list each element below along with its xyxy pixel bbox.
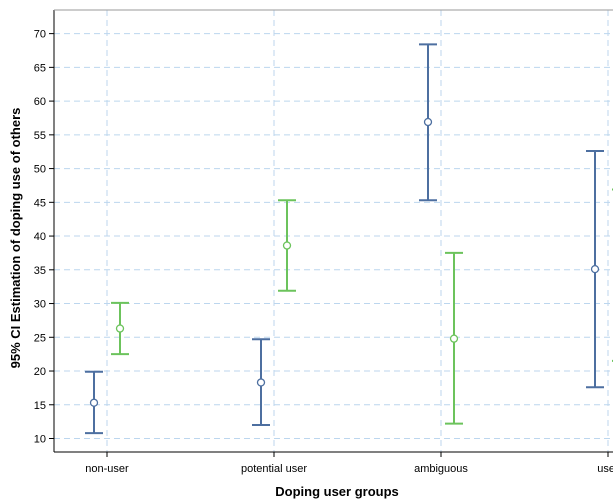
y-tick-label: 20: [34, 366, 46, 378]
y-tick-label: 65: [34, 62, 46, 74]
y-tick-label: 70: [34, 29, 46, 41]
mean-marker: [425, 119, 432, 126]
y-tick-label: 30: [34, 299, 46, 311]
x-tick-label: ambiguous: [414, 463, 468, 475]
mean-marker: [91, 399, 98, 406]
series-layer: [85, 44, 613, 433]
mean-marker: [451, 335, 458, 342]
mean-marker: [117, 325, 124, 332]
mean-marker: [258, 379, 265, 386]
y-tick-label: 45: [34, 197, 46, 209]
x-tick-label: user: [597, 463, 613, 475]
y-axis-title: 95% CI Estimation of doping use of other…: [8, 108, 23, 369]
series-group-2: [111, 189, 613, 423]
grid-layer: [54, 10, 613, 452]
y-tick-label: 50: [34, 164, 46, 176]
y-tick-label: 60: [34, 96, 46, 108]
y-tick-label: 15: [34, 400, 46, 412]
mean-marker: [592, 266, 599, 273]
x-axis-title: Doping user groups: [275, 484, 399, 499]
mean-marker: [284, 242, 291, 249]
y-tick-label: 10: [34, 434, 46, 446]
y-tick-label: 40: [34, 231, 46, 243]
x-tick-label: potential user: [241, 463, 307, 475]
y-tick-label: 55: [34, 130, 46, 142]
y-tick-label: 25: [34, 332, 46, 344]
x-tick-label: non-user: [85, 463, 129, 475]
y-tick-label: 35: [34, 265, 46, 277]
series-group-1: [85, 44, 604, 433]
